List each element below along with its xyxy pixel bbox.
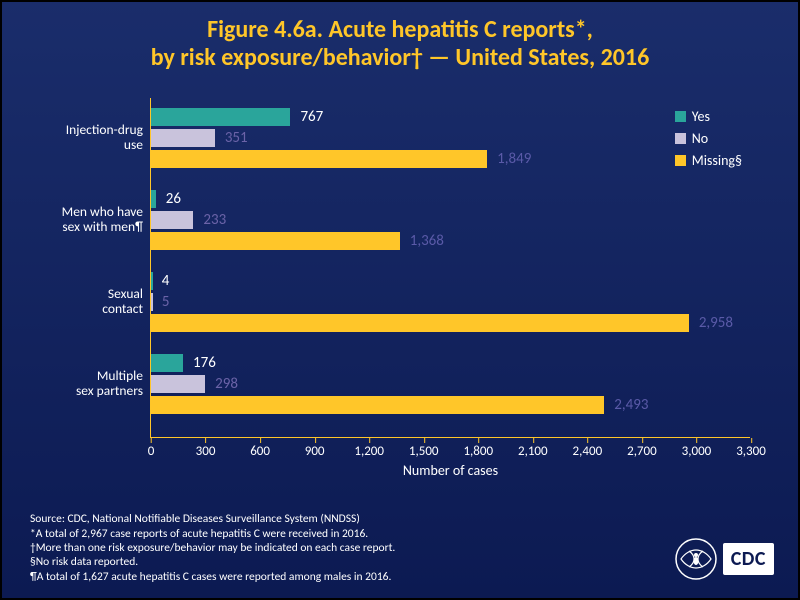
bar: 1,368 [151,232,400,250]
x-tick: 900 [305,444,325,459]
category-group: Multiplesex partners1762982,493 [151,354,750,414]
x-tick: 0 [148,444,155,459]
bar: 298 [151,375,205,393]
category-group: Sexualcontact452,958 [151,272,750,332]
bar: 233 [151,211,193,229]
title-line-1: Figure 4.6a. Acute hepatitis C reports*, [22,16,778,44]
x-tick: 3,000 [682,444,712,459]
x-tick: 2,700 [627,444,657,459]
x-tick: 1,200 [354,444,384,459]
title-line-2: by risk exposure/behavior† — United Stat… [22,44,778,72]
x-tick: 2,100 [518,444,548,459]
bar-value-label: 233 [203,211,226,229]
footnote-line: §No risk data reported. [30,555,630,569]
x-tick: 2,400 [573,444,603,459]
x-tick: 300 [196,444,216,459]
bar: 767 [151,108,290,126]
bar-value-label: 2,493 [614,396,648,414]
bar: 1,849 [151,150,487,168]
hhs-icon [675,538,717,580]
footnote-line: Source: CDC, National Notifiable Disease… [30,512,630,526]
chart: Number of cases YesNoMissing§ 0300600900… [30,90,774,480]
x-tick: 3,300 [736,444,766,459]
bar: 26 [151,190,156,208]
bar-value-label: 2,958 [699,314,733,332]
category-group: Men who havesex with men¶262331,368 [151,190,750,250]
bar: 176 [151,354,183,372]
x-tick: 1,800 [463,444,493,459]
footnote-line: †More than one risk exposure/behavior ma… [30,541,630,555]
x-tick: 600 [250,444,270,459]
category-label: Men who havesex with men¶ [33,205,151,235]
bar-value-label: 26 [166,190,181,208]
bar: 2,493 [151,396,604,414]
bar: 351 [151,129,215,147]
bar: 2,958 [151,314,689,332]
category-group: Injection-druguse7673511,849 [151,108,750,168]
plot-area: Number of cases YesNoMissing§ 0300600900… [150,98,750,438]
bar-value-label: 298 [215,375,238,393]
bar-value-label: 1,368 [410,232,444,250]
bar-value-label: 5 [162,293,170,311]
x-axis-label: Number of cases [403,462,498,479]
footnote-line: ¶A total of 1,627 acute hepatitis C case… [30,570,630,584]
category-label: Injection-druguse [33,123,151,153]
category-label: Sexualcontact [33,287,151,317]
x-tick: 1,500 [409,444,439,459]
bar: 4 [151,272,153,290]
bar: 5 [151,293,153,311]
bar-value-label: 1,849 [497,150,531,168]
bar-value-label: 351 [225,129,248,147]
footnote-line: *A total of 2,967 case reports of acute … [30,527,630,541]
footnotes: Source: CDC, National Notifiable Disease… [30,512,630,584]
bar-value-label: 767 [300,108,323,126]
bar-value-label: 4 [162,272,170,290]
cdc-wordmark: CDC [723,543,774,575]
chart-title: Figure 4.6a. Acute hepatitis C reports*,… [2,2,798,73]
cdc-logo: CDC [675,538,774,580]
bar-value-label: 176 [193,354,216,372]
category-label: Multiplesex partners [33,369,151,399]
